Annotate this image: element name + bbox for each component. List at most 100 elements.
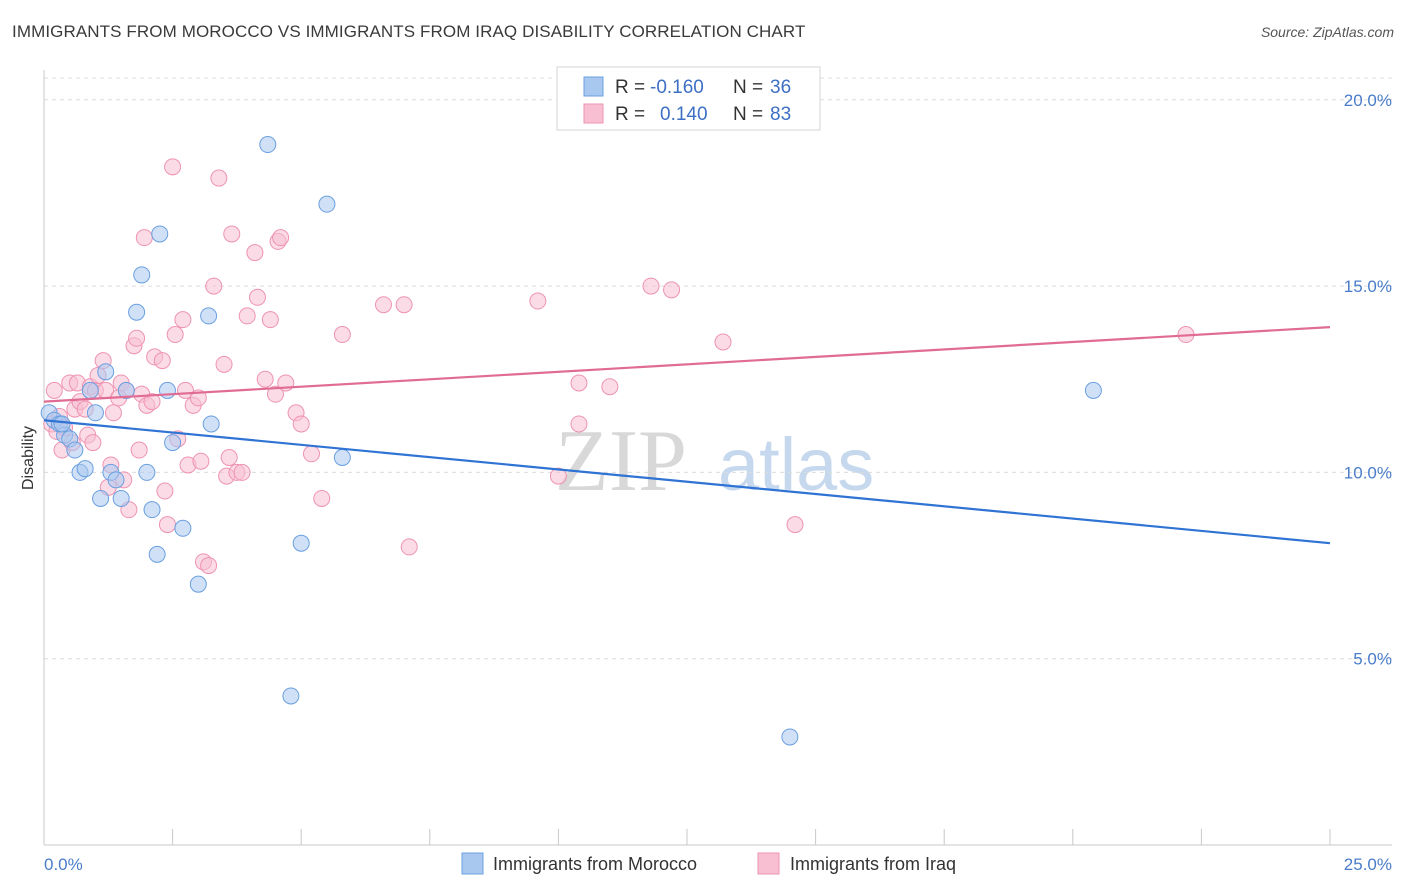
morocco-point bbox=[333, 449, 351, 466]
y-tick-label: 15.0% bbox=[1344, 277, 1392, 296]
morocco-point bbox=[53, 415, 71, 433]
iraq-point bbox=[104, 404, 122, 422]
morocco-point bbox=[292, 534, 310, 552]
iraq-point bbox=[601, 378, 619, 396]
morocco-point bbox=[66, 441, 84, 459]
morocco-point bbox=[189, 575, 207, 593]
iraq-point bbox=[663, 281, 681, 299]
morocco-point bbox=[86, 404, 104, 422]
morocco-point bbox=[117, 381, 135, 399]
trend-lines bbox=[43, 325, 1331, 545]
iraq-point bbox=[192, 452, 210, 470]
morocco-point bbox=[164, 434, 182, 452]
chart-title: IMMIGRANTS FROM MOROCCO VS IMMIGRANTS FR… bbox=[12, 22, 806, 41]
iraq-point bbox=[215, 355, 233, 373]
morocco-point bbox=[202, 415, 220, 433]
morocco-point bbox=[1084, 381, 1102, 399]
y-axis-title: Disability bbox=[20, 426, 37, 490]
iraq-point bbox=[84, 434, 102, 452]
legend-swatch-morocco bbox=[583, 76, 604, 97]
iraq-point bbox=[313, 489, 331, 507]
iraq-point bbox=[158, 516, 176, 534]
iraq-point bbox=[238, 307, 256, 325]
iraq-point bbox=[246, 244, 264, 262]
morocco-point bbox=[81, 381, 99, 399]
morocco-point bbox=[282, 687, 300, 705]
iraq-point bbox=[156, 482, 174, 500]
iraq-point bbox=[272, 229, 290, 247]
morocco-point bbox=[97, 363, 115, 381]
morocco-point bbox=[174, 519, 192, 537]
legend-iraq-r-label: R = bbox=[615, 104, 645, 125]
iraq-point bbox=[292, 415, 310, 433]
iraq-point bbox=[223, 225, 241, 243]
morocco-point bbox=[76, 460, 94, 478]
iraq-point bbox=[164, 158, 182, 176]
iraq-point bbox=[130, 441, 148, 459]
series-legend: Immigrants from Morocco Immigrants from … bbox=[461, 852, 956, 875]
y-tick-label: 20.0% bbox=[1344, 91, 1392, 110]
iraq-point bbox=[248, 288, 266, 306]
bottom-legend-swatch-morocco bbox=[461, 852, 484, 875]
x-tick-label-max: 25.0% bbox=[1344, 855, 1392, 874]
x-tick-labels: 0.0% 25.0% bbox=[44, 855, 1392, 874]
y-tick-label: 5.0% bbox=[1353, 650, 1392, 669]
morocco-point bbox=[318, 195, 336, 213]
morocco-point bbox=[112, 489, 130, 507]
morocco-point bbox=[200, 307, 218, 325]
iraq-point bbox=[570, 415, 588, 433]
iraq-point bbox=[153, 352, 171, 370]
bottom-legend-iraq: Immigrants from Iraq bbox=[790, 854, 956, 874]
morocco-point bbox=[143, 501, 161, 519]
iraq-point bbox=[210, 169, 228, 187]
axes bbox=[43, 70, 1392, 846]
watermark-atlas: atlas bbox=[718, 423, 874, 506]
iraq-point bbox=[174, 311, 192, 329]
iraq-point bbox=[714, 333, 732, 351]
iraq-point bbox=[261, 311, 279, 329]
morocco-point bbox=[781, 728, 799, 746]
morocco-point bbox=[92, 489, 110, 507]
iraq-point bbox=[375, 296, 393, 314]
morocco-point bbox=[259, 136, 277, 154]
iraq-point bbox=[549, 467, 567, 485]
iraq-point bbox=[128, 329, 146, 347]
bottom-legend-swatch-iraq bbox=[757, 852, 780, 875]
morocco-point bbox=[128, 303, 146, 321]
legend-iraq-r-value: 0.140 bbox=[660, 104, 708, 125]
morocco-point bbox=[138, 463, 156, 481]
iraq-point bbox=[400, 538, 418, 556]
bottom-legend-morocco: Immigrants from Morocco bbox=[493, 854, 697, 874]
iraq-point bbox=[395, 296, 413, 314]
legend-iraq-n-label: N = bbox=[733, 104, 763, 125]
iraq-point bbox=[333, 326, 351, 344]
iraq-point bbox=[529, 292, 547, 310]
source-credit: Source: ZipAtlas.com bbox=[1260, 24, 1394, 40]
correlation-legend: R = -0.160 N = 36 R = 0.140 N = 83 bbox=[556, 66, 821, 131]
iraq-point bbox=[786, 516, 804, 534]
morocco-point bbox=[133, 266, 151, 284]
morocco-point bbox=[158, 381, 176, 399]
morocco-point bbox=[151, 225, 169, 243]
legend-morocco-n-value: 36 bbox=[770, 77, 791, 98]
morocco-point bbox=[107, 471, 125, 489]
legend-swatch-iraq bbox=[583, 103, 604, 124]
iraq-point bbox=[143, 393, 161, 411]
iraq-point bbox=[266, 385, 284, 403]
iraq-point bbox=[166, 326, 184, 344]
iraq-point bbox=[135, 229, 153, 247]
iraq-point bbox=[233, 463, 251, 481]
iraq-point bbox=[220, 449, 238, 466]
iraq-point bbox=[642, 277, 660, 295]
legend-morocco-r-value: -0.160 bbox=[650, 77, 704, 98]
iraq-point bbox=[302, 445, 320, 463]
legend-iraq-n-value: 83 bbox=[770, 104, 791, 125]
y-tick-labels: 5.0% 10.0% 15.0% 20.0% bbox=[1344, 91, 1392, 669]
x-tick-label-min: 0.0% bbox=[44, 855, 83, 874]
legend-morocco-r-label: R = bbox=[615, 77, 645, 98]
y-tick-label: 10.0% bbox=[1344, 463, 1392, 482]
iraq-point bbox=[205, 277, 223, 295]
morocco-point bbox=[148, 545, 166, 563]
gridlines bbox=[44, 77, 1392, 660]
